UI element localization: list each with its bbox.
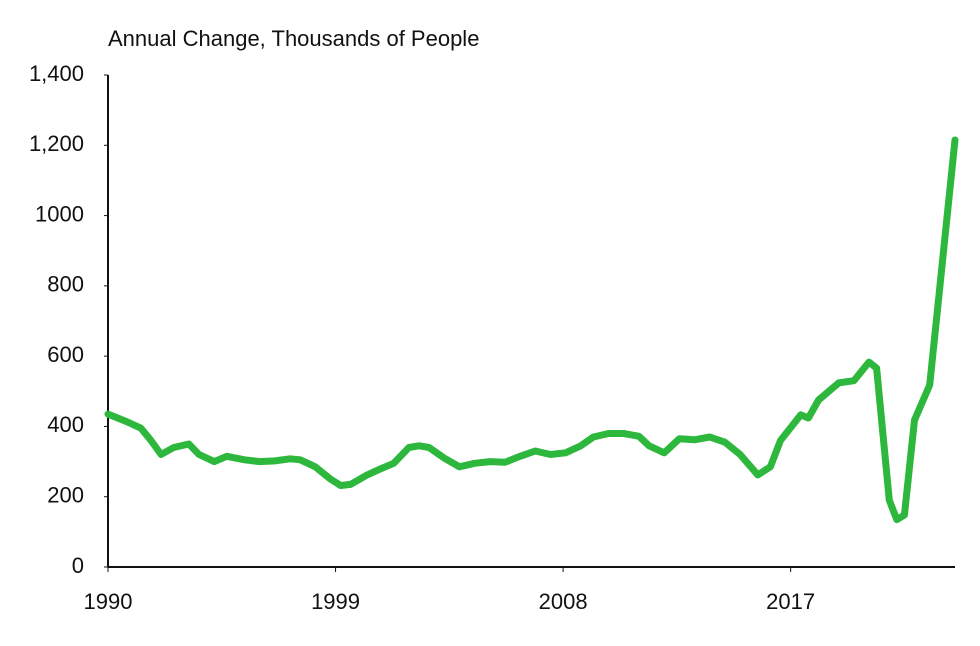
y-tick-label: 400 xyxy=(47,412,84,437)
x-tick-label: 2017 xyxy=(766,589,815,614)
y-tick-label: 200 xyxy=(47,483,84,508)
y-tick-label: 600 xyxy=(47,342,84,367)
x-tick-label: 1999 xyxy=(311,589,360,614)
chart-title: Annual Change, Thousands of People xyxy=(108,26,479,51)
y-tick-label: 800 xyxy=(47,272,84,297)
line xyxy=(104,136,959,524)
y-tick-label: 0 xyxy=(72,553,84,578)
y-tick-label: 1000 xyxy=(35,201,84,226)
x-tick-label: 2008 xyxy=(539,589,588,614)
y-tick-label: 1,400 xyxy=(29,61,84,86)
y-tick-label: 1,200 xyxy=(29,131,84,156)
x-tick-label: 1990 xyxy=(84,589,133,614)
